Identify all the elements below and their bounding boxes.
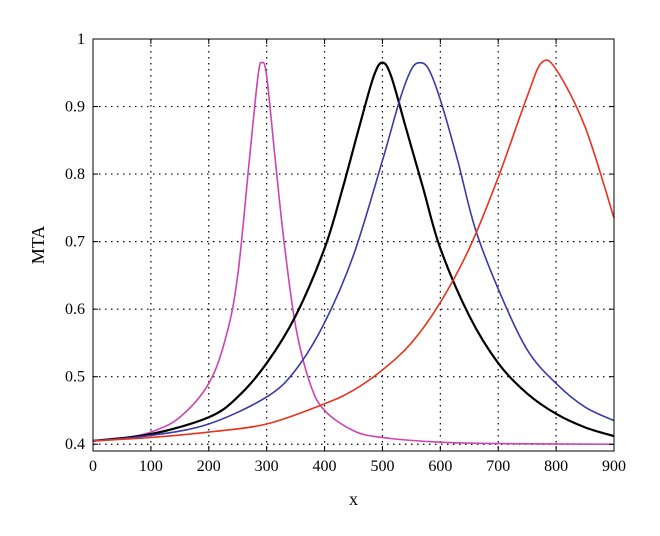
x-tick-label: 100: [139, 458, 163, 475]
series-line-1: [92, 61, 615, 446]
x-tick-label: 700: [486, 458, 510, 475]
x-tick-label: 800: [544, 458, 568, 475]
y-tick-label: 0.5: [65, 369, 85, 386]
y-tick-label: 0.4: [65, 436, 85, 453]
series-line-3: [92, 61, 615, 442]
x-tick-label: 300: [255, 458, 279, 475]
x-tick-labels: 0 100 200 300 400 500 600 700 800 900: [89, 458, 626, 475]
x-tick-label: 900: [602, 458, 626, 475]
series-layer: [92, 59, 615, 446]
plot-frame: [92, 38, 615, 452]
y-axis-label: MTA: [28, 226, 48, 265]
grid-lines: [93, 39, 614, 451]
y-tick-label: 0.6: [65, 301, 85, 318]
x-tick-label: 200: [197, 458, 221, 475]
x-tick-label: 500: [370, 458, 394, 475]
series-line-2: [92, 61, 615, 442]
y-tick-label: 0.9: [65, 99, 85, 116]
x-axis-label: x: [349, 489, 358, 509]
x-tick-label: 600: [428, 458, 452, 475]
y-tick-label: 0.7: [65, 234, 85, 251]
x-tick-label: 400: [313, 458, 337, 475]
x-tick-label: 0: [89, 458, 97, 475]
y-tick-label: 0.8: [65, 166, 85, 183]
y-tick-label: 1: [77, 31, 85, 48]
tick-marks: [92, 38, 615, 451]
series-line-4: [92, 59, 615, 442]
y-tick-labels: 0.4 0.5 0.6 0.7 0.8 0.9 1: [65, 31, 85, 453]
